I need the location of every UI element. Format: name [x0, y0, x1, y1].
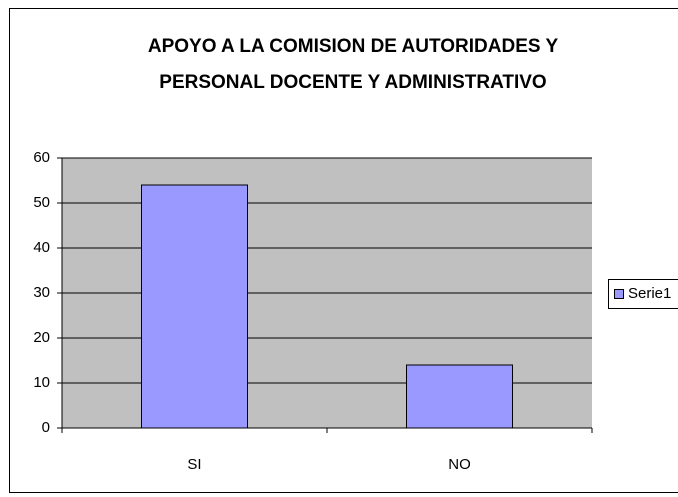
y-tick-label: 40 [33, 239, 50, 256]
bar [406, 364, 513, 429]
y-tick-label: 10 [33, 374, 50, 391]
chart-title: PERSONAL DOCENTE Y ADMINISTRATIVO [159, 72, 546, 93]
y-tick-label: 20 [33, 329, 50, 346]
y-tick-label: 30 [33, 284, 50, 301]
x-tick-label: NO [448, 456, 471, 473]
chart-title: APOYO A LA COMISION DE AUTORIDADES Y [148, 36, 559, 57]
y-tick-label: 50 [33, 194, 50, 211]
bar [141, 184, 248, 429]
legend-swatch [614, 289, 624, 299]
y-tick-label: 0 [42, 419, 50, 436]
y-tick-label: 60 [33, 149, 50, 166]
legend-label: Serie1 [628, 285, 671, 302]
x-tick-label: SI [187, 456, 201, 473]
